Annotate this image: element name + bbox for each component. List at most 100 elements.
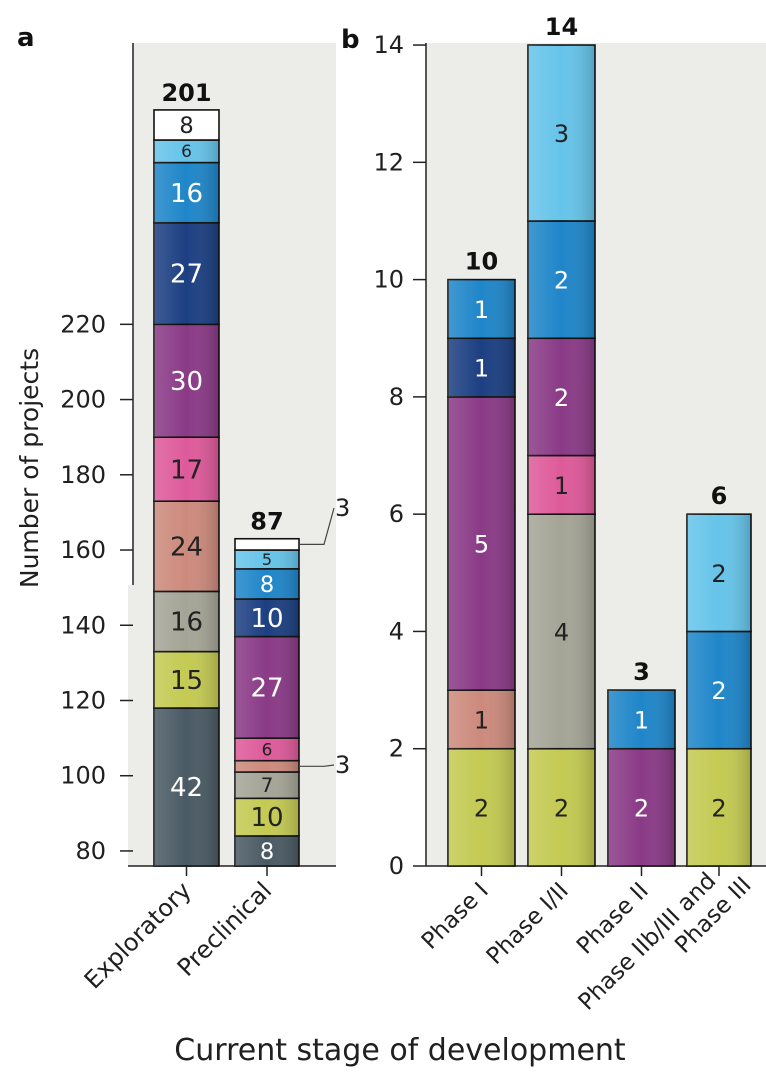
bar-segment-shade xyxy=(235,760,299,772)
bar-total-label: 6 xyxy=(711,482,728,510)
bar-segment-shade xyxy=(235,550,299,569)
bar-segment-shade xyxy=(154,140,219,163)
segment-value-label: 2 xyxy=(554,384,569,412)
x-tick-label-b: Phase I/II xyxy=(482,878,574,970)
bar-segment-shade xyxy=(528,748,595,866)
bar-total-label: 3 xyxy=(633,658,650,686)
bar-segment-shade xyxy=(235,798,299,836)
bar-segment-shade xyxy=(235,738,299,761)
segment-value-label: 1 xyxy=(554,472,569,500)
bar-segment-shade xyxy=(235,636,299,739)
y-tick-label-b: 10 xyxy=(373,266,404,294)
segment-value-label: 16 xyxy=(170,179,203,209)
callout-line xyxy=(299,764,335,767)
segment-value-label: 2 xyxy=(711,794,726,822)
bar-segment-shade xyxy=(154,437,219,502)
y-tick-label-b: 8 xyxy=(389,383,404,411)
y-tick-label-a: 80 xyxy=(75,837,106,865)
bar-total-label: 87 xyxy=(250,508,283,536)
bar-segment-shade xyxy=(528,514,595,749)
y-axis-title: Number of projects xyxy=(15,348,44,588)
segment-value-label: 16 xyxy=(170,608,203,638)
segment-value-label: 8 xyxy=(260,839,274,865)
x-tick-label-b: Phase I xyxy=(417,878,494,955)
segment-value-label: 2 xyxy=(634,794,649,822)
bar-segment-shade xyxy=(448,748,515,866)
bar-segment-shade xyxy=(448,338,515,397)
y-tick-label-a: 160 xyxy=(60,536,106,564)
bar-segment-shade xyxy=(154,324,219,438)
bar-segment-shade xyxy=(235,835,299,866)
bar-segment-shade xyxy=(448,396,515,691)
panel-letter-b: b xyxy=(341,25,360,55)
y-tick-label-a: 200 xyxy=(60,386,106,414)
bar-segment-shade xyxy=(448,279,515,339)
segment-value-label: 3 xyxy=(335,494,350,522)
bar-segment-shade xyxy=(235,771,299,799)
bar-segment xyxy=(234,537,300,551)
segment-value-label: 1 xyxy=(474,296,489,324)
bar-total-label: 14 xyxy=(545,13,578,41)
x-tick-label-a: Exploratory xyxy=(79,876,197,994)
segment-value-label: 1 xyxy=(474,706,489,734)
callout-line xyxy=(299,507,335,545)
segment-value-label: 2 xyxy=(711,560,726,588)
bar-segment-shade xyxy=(608,748,675,866)
bar-segment-shade xyxy=(154,651,219,709)
segment-value-label: 1 xyxy=(474,355,489,383)
segment-value-label: 24 xyxy=(170,532,203,562)
y-tick-label-a: 100 xyxy=(60,762,106,790)
bar-total-label: 10 xyxy=(465,248,498,276)
bar-segment-shade xyxy=(154,501,219,592)
segment-value-label: 8 xyxy=(260,572,274,598)
x-axis-title: Current stage of development xyxy=(174,1033,626,1068)
segment-value-label: 30 xyxy=(170,367,203,397)
y-tick-label-a: 220 xyxy=(60,310,106,338)
bar-segment-shade xyxy=(235,598,299,637)
bar-segment-shade xyxy=(528,220,595,339)
y-tick-label-a: 140 xyxy=(60,611,106,639)
segment-value-label: 10 xyxy=(250,803,283,833)
y-tick-label-b: 6 xyxy=(389,500,404,528)
bar-segment-shade xyxy=(528,338,595,456)
bar-segment-shade xyxy=(154,591,219,652)
segment-value-label: 15 xyxy=(170,666,203,696)
segment-value-label: 8 xyxy=(179,113,193,139)
segment-value-label: 5 xyxy=(262,550,272,569)
bar-total-label: 201 xyxy=(161,79,211,107)
segment-value-label: 10 xyxy=(250,604,283,634)
bar-segment-shade xyxy=(687,748,751,866)
segment-value-label: 3 xyxy=(335,751,350,779)
y-tick-label-b: 14 xyxy=(373,31,404,59)
x-tick-label-line: Phase I xyxy=(417,878,494,955)
y-tick-label-b: 0 xyxy=(389,852,404,880)
segment-value-label: 2 xyxy=(474,794,489,822)
bar-segment-shade xyxy=(608,690,675,749)
segment-value-label: 2 xyxy=(711,677,726,705)
segment-value-label: 2 xyxy=(554,794,569,822)
segment-value-label: 7 xyxy=(261,774,274,797)
bar-segment xyxy=(153,109,220,141)
segment-value-label: 3 xyxy=(554,120,569,148)
y-tick-label-b: 4 xyxy=(389,617,404,645)
bar-segment-shade xyxy=(154,222,219,325)
y-tick-label-b: 12 xyxy=(373,148,404,176)
bar-segment-shade xyxy=(687,514,751,632)
y-tick-label-a: 120 xyxy=(60,686,106,714)
panel-a: 80 100 120 140 160 180 200 220 42 15 16 24 17 30 27 16 6… xyxy=(17,23,350,994)
bar-segment-shade xyxy=(528,45,595,221)
segment-value-label: 1 xyxy=(634,706,649,734)
segment-value-label: 4 xyxy=(554,618,569,646)
segment-value-label: 5 xyxy=(474,530,489,558)
panel-letter-a: a xyxy=(17,23,35,53)
y-tick-label-a: 180 xyxy=(60,461,106,489)
bar-segment-shade xyxy=(687,631,751,749)
segment-value-label: 27 xyxy=(250,673,283,703)
segment-value-label: 2 xyxy=(554,267,569,295)
segment-value-label: 6 xyxy=(262,739,273,759)
bar-segment-shade xyxy=(448,690,515,749)
bar-segment-shade xyxy=(154,708,219,866)
y-tick-label-b: 2 xyxy=(389,735,404,763)
